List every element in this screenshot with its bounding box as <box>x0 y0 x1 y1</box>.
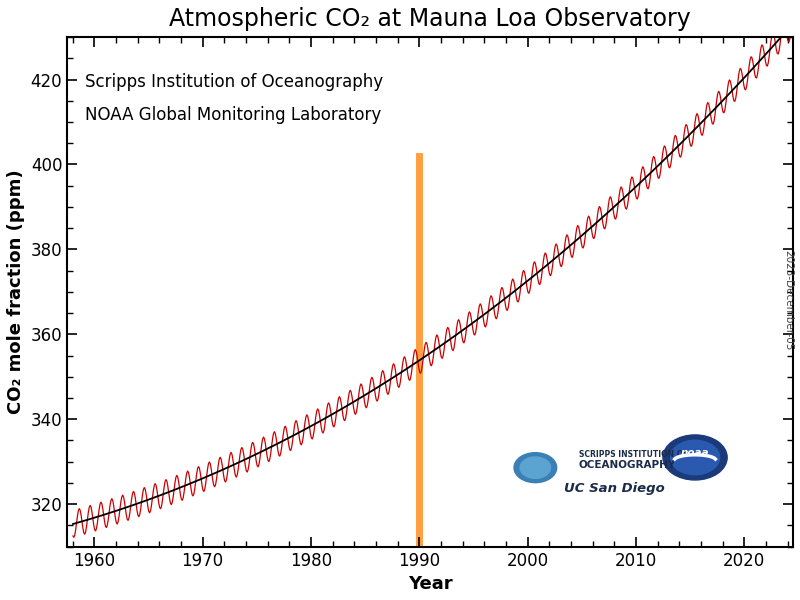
Y-axis label: CO₂ mole fraction (ppm): CO₂ mole fraction (ppm) <box>7 170 25 414</box>
Text: Scripps Institution of Oceanography: Scripps Institution of Oceanography <box>86 73 383 91</box>
Text: UC San Diego: UC San Diego <box>564 482 665 494</box>
Circle shape <box>663 435 727 480</box>
Circle shape <box>670 440 719 475</box>
Circle shape <box>520 457 550 478</box>
Text: SCRIPPS INSTITUTION OF: SCRIPPS INSTITUTION OF <box>579 451 689 460</box>
Text: OCEANOGRAPHY: OCEANOGRAPHY <box>579 460 676 470</box>
Text: NOAA Global Monitoring Laboratory: NOAA Global Monitoring Laboratory <box>86 106 382 124</box>
X-axis label: Year: Year <box>408 575 452 593</box>
Text: noaa: noaa <box>681 448 710 458</box>
Text: 2023-December-05: 2023-December-05 <box>784 250 794 350</box>
Title: Atmospheric CO₂ at Mauna Loa Observatory: Atmospheric CO₂ at Mauna Loa Observatory <box>170 7 691 31</box>
Circle shape <box>514 452 557 482</box>
